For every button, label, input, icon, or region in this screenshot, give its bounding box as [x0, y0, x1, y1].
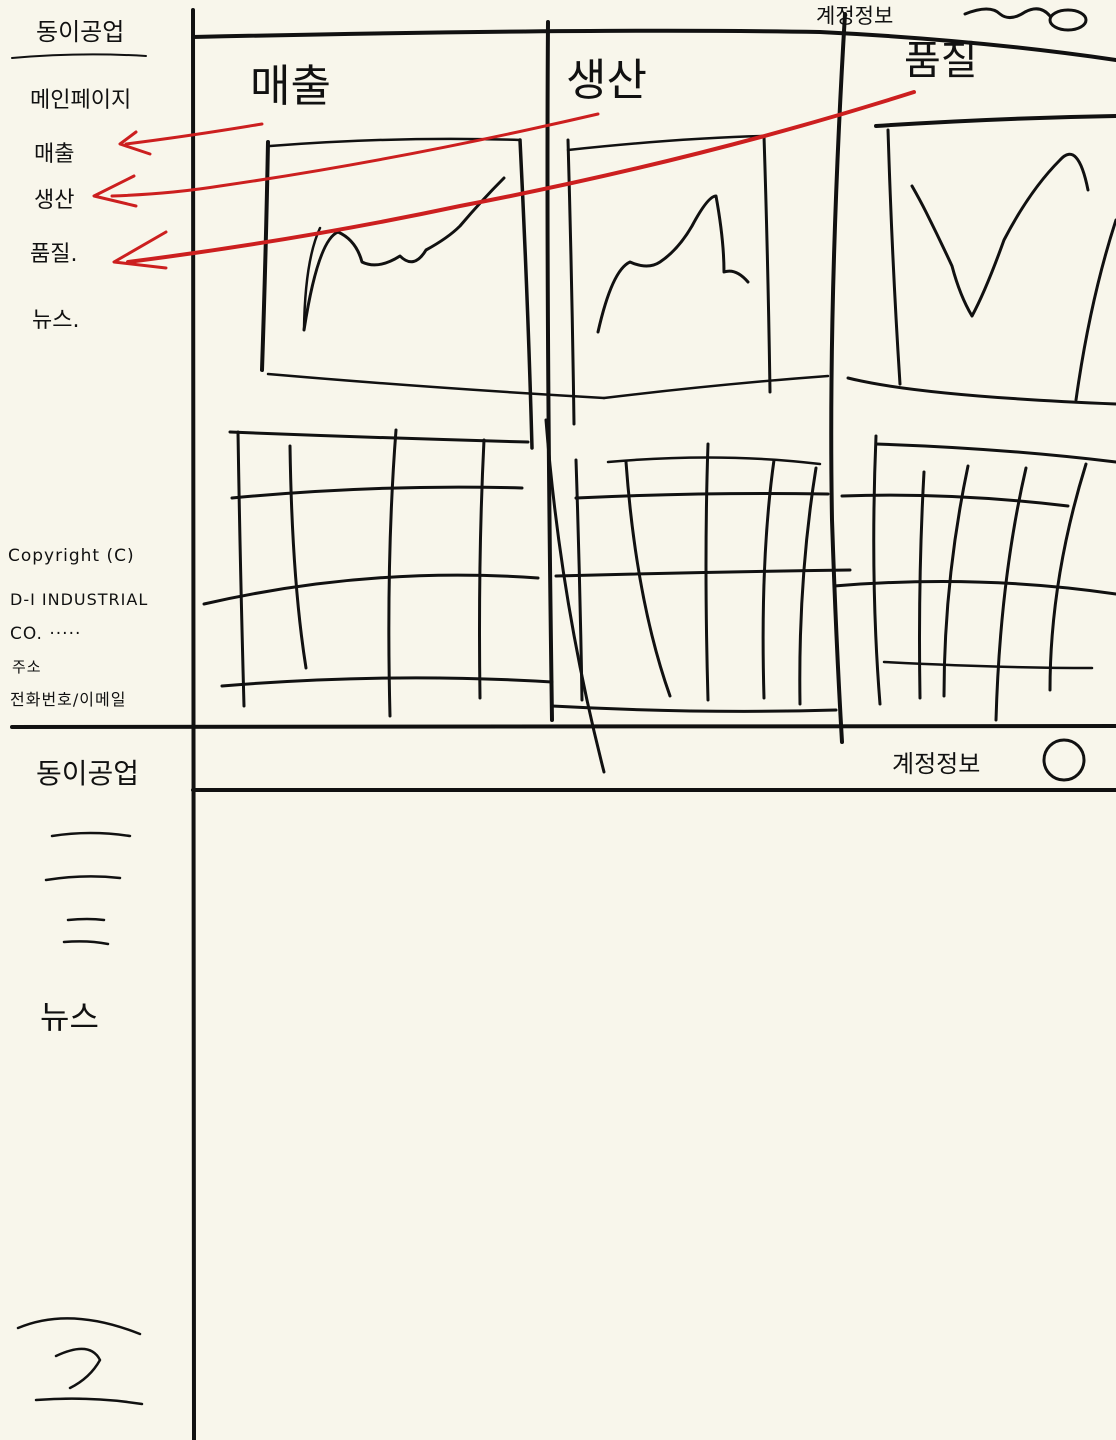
mobile-account-info-link[interactable]: 계정정보	[892, 750, 981, 778]
production-arrow	[110, 112, 600, 198]
nav-item-main[interactable]: 메인페이지	[30, 88, 132, 113]
sales-arrow	[124, 122, 264, 146]
production-chart-line	[596, 194, 750, 334]
account-avatar-icon	[1048, 8, 1088, 32]
column-divider-1	[545, 20, 554, 722]
brand-title: 동이공업	[36, 18, 125, 46]
sales-chart-line	[302, 176, 506, 332]
account-scribble	[963, 7, 1052, 19]
nav-item-quality[interactable]: 품질.	[30, 242, 78, 267]
column-title-sales: 매출	[250, 61, 331, 112]
production-table-line	[550, 704, 838, 713]
quality-table-line	[942, 464, 970, 698]
sales-chart-border	[266, 372, 606, 400]
account-info-link[interactable]: 계정정보	[816, 4, 894, 28]
quality-arrow	[126, 90, 916, 264]
header-line	[191, 28, 1116, 62]
quality-table-line	[1048, 462, 1088, 692]
nav-item-sales[interactable]: 매출	[34, 142, 75, 167]
sales-table-line	[478, 438, 486, 700]
quality-table-line	[874, 442, 1116, 464]
quality-arrow-head	[112, 230, 168, 270]
sales-table-line	[230, 485, 524, 500]
mobile-footer-mark	[34, 1347, 144, 1406]
nav-item-production[interactable]: 생산	[34, 188, 75, 213]
sales-chart-border	[518, 138, 534, 450]
quality-table-line	[832, 580, 1116, 596]
sales-arrow-head	[118, 130, 152, 156]
production-chart-border	[762, 134, 772, 394]
quality-chart-border	[846, 376, 1116, 406]
brand-underline	[11, 53, 147, 59]
production-chart-border	[566, 138, 576, 426]
sales-table-line	[387, 428, 398, 718]
quality-table-line	[918, 470, 926, 700]
footer-address: 주소	[12, 658, 42, 676]
quality-table-line	[994, 466, 1028, 722]
footer-contact: 전화번호/이메일	[10, 690, 127, 709]
nav-item-news[interactable]: 뉴스.	[32, 308, 80, 333]
production-arrow-head	[92, 174, 138, 208]
mobile-nav-news[interactable]: 뉴스	[40, 998, 99, 1036]
production-chart-border	[566, 134, 766, 152]
production-table-line	[606, 456, 822, 466]
sales-table-line	[220, 676, 554, 688]
footer-company: D-I INDUSTRIAL	[10, 590, 149, 609]
production-chart-border	[602, 374, 830, 400]
mobile-brand-title: 동이공업	[36, 757, 140, 790]
production-table-line	[704, 442, 710, 702]
production-table-line	[574, 492, 830, 500]
quality-table-line	[840, 493, 1070, 508]
mobile-footer-mark	[16, 1317, 142, 1336]
sales-table-line	[236, 430, 246, 708]
sales-table-line	[288, 444, 308, 670]
mobile-nav-item	[44, 875, 122, 882]
quality-table-line	[882, 660, 1094, 670]
sales-table-line	[202, 573, 540, 606]
footer-copyright: Copyright (C)	[8, 546, 135, 566]
quality-chart-border	[886, 128, 902, 386]
mobile-nav-item	[62, 917, 110, 946]
column-divider-2	[829, 12, 847, 744]
production-table-line	[624, 460, 672, 698]
quality-chart-border	[874, 114, 1116, 128]
sales-table-line	[228, 430, 530, 444]
production-table-line	[761, 458, 776, 700]
quality-chart-line	[910, 152, 1090, 318]
production-table-line	[574, 458, 584, 702]
mobile-account-avatar-icon	[1042, 738, 1086, 782]
column-title-production: 생산	[566, 55, 647, 106]
column-title-quality: 품질	[904, 38, 978, 84]
quality-table-line	[872, 434, 882, 706]
mobile-nav-item	[50, 831, 132, 838]
quality-chart-border	[1074, 218, 1116, 402]
section-divider	[10, 724, 1116, 729]
sales-chart-border	[260, 140, 270, 372]
footer-company-suffix: CO. ·····	[10, 624, 82, 644]
production-table-line	[798, 466, 818, 706]
production-table-line	[554, 568, 852, 578]
